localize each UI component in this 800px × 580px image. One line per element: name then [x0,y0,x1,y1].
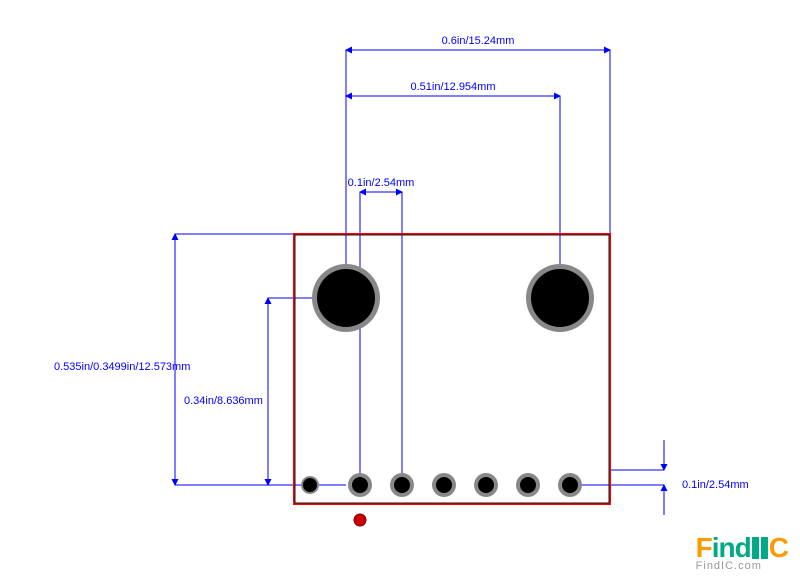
logo-letters-ind: ind [712,532,751,563]
svg-text:0.1in/2.54mm: 0.1in/2.54mm [682,479,749,491]
logo-bar-2 [761,537,768,559]
logo-bar-1 [752,537,759,559]
logo-letter-c: C [769,532,788,563]
svg-text:0.6in/15.24mm: 0.6in/15.24mm [442,35,515,47]
svg-text:0.51in/12.954mm: 0.51in/12.954mm [411,81,496,93]
findic-logo: FindC FindIC.com [696,532,788,572]
svg-text:0.34in/8.636mm: 0.34in/8.636mm [184,395,263,407]
svg-text:0.1in/2.54mm: 0.1in/2.54mm [348,177,415,189]
svg-text:0.535in/0.​34​99​in/12.573mm: 0.535in/0.​34​99​in/12.573mm [54,361,190,373]
mechanical-drawing: 0.6in/15.24mm 0.51in/12.954mm 0.1in/2.54mm… [0,0,800,580]
logo-letter-f: F [696,532,712,563]
